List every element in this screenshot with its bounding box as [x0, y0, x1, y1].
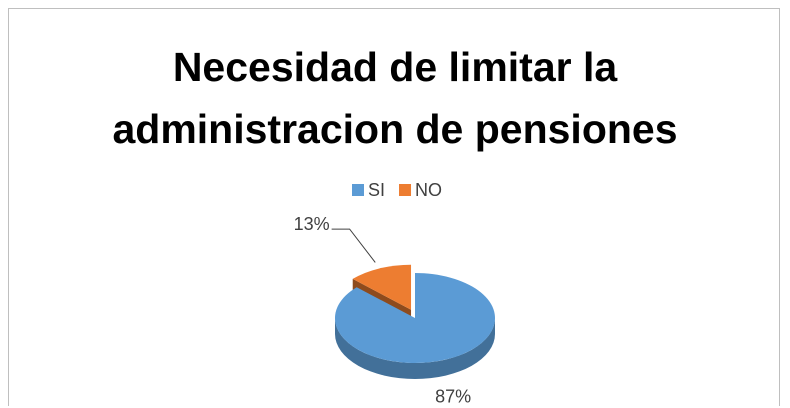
data-label: 87%	[435, 386, 471, 406]
pie-slice-side	[335, 318, 495, 379]
data-label: 13%	[294, 214, 330, 234]
leader-line	[331, 228, 376, 263]
chart-title: Necesidad de limitar la administracion d…	[112, 44, 678, 152]
legend-swatch	[399, 184, 412, 196]
pie-slice	[334, 273, 495, 363]
legend-label: NO	[415, 180, 442, 200]
pie-slice	[352, 264, 412, 310]
chart-frame	[8, 8, 780, 406]
legend-swatch	[352, 184, 364, 196]
legend-label: SI	[368, 180, 385, 200]
